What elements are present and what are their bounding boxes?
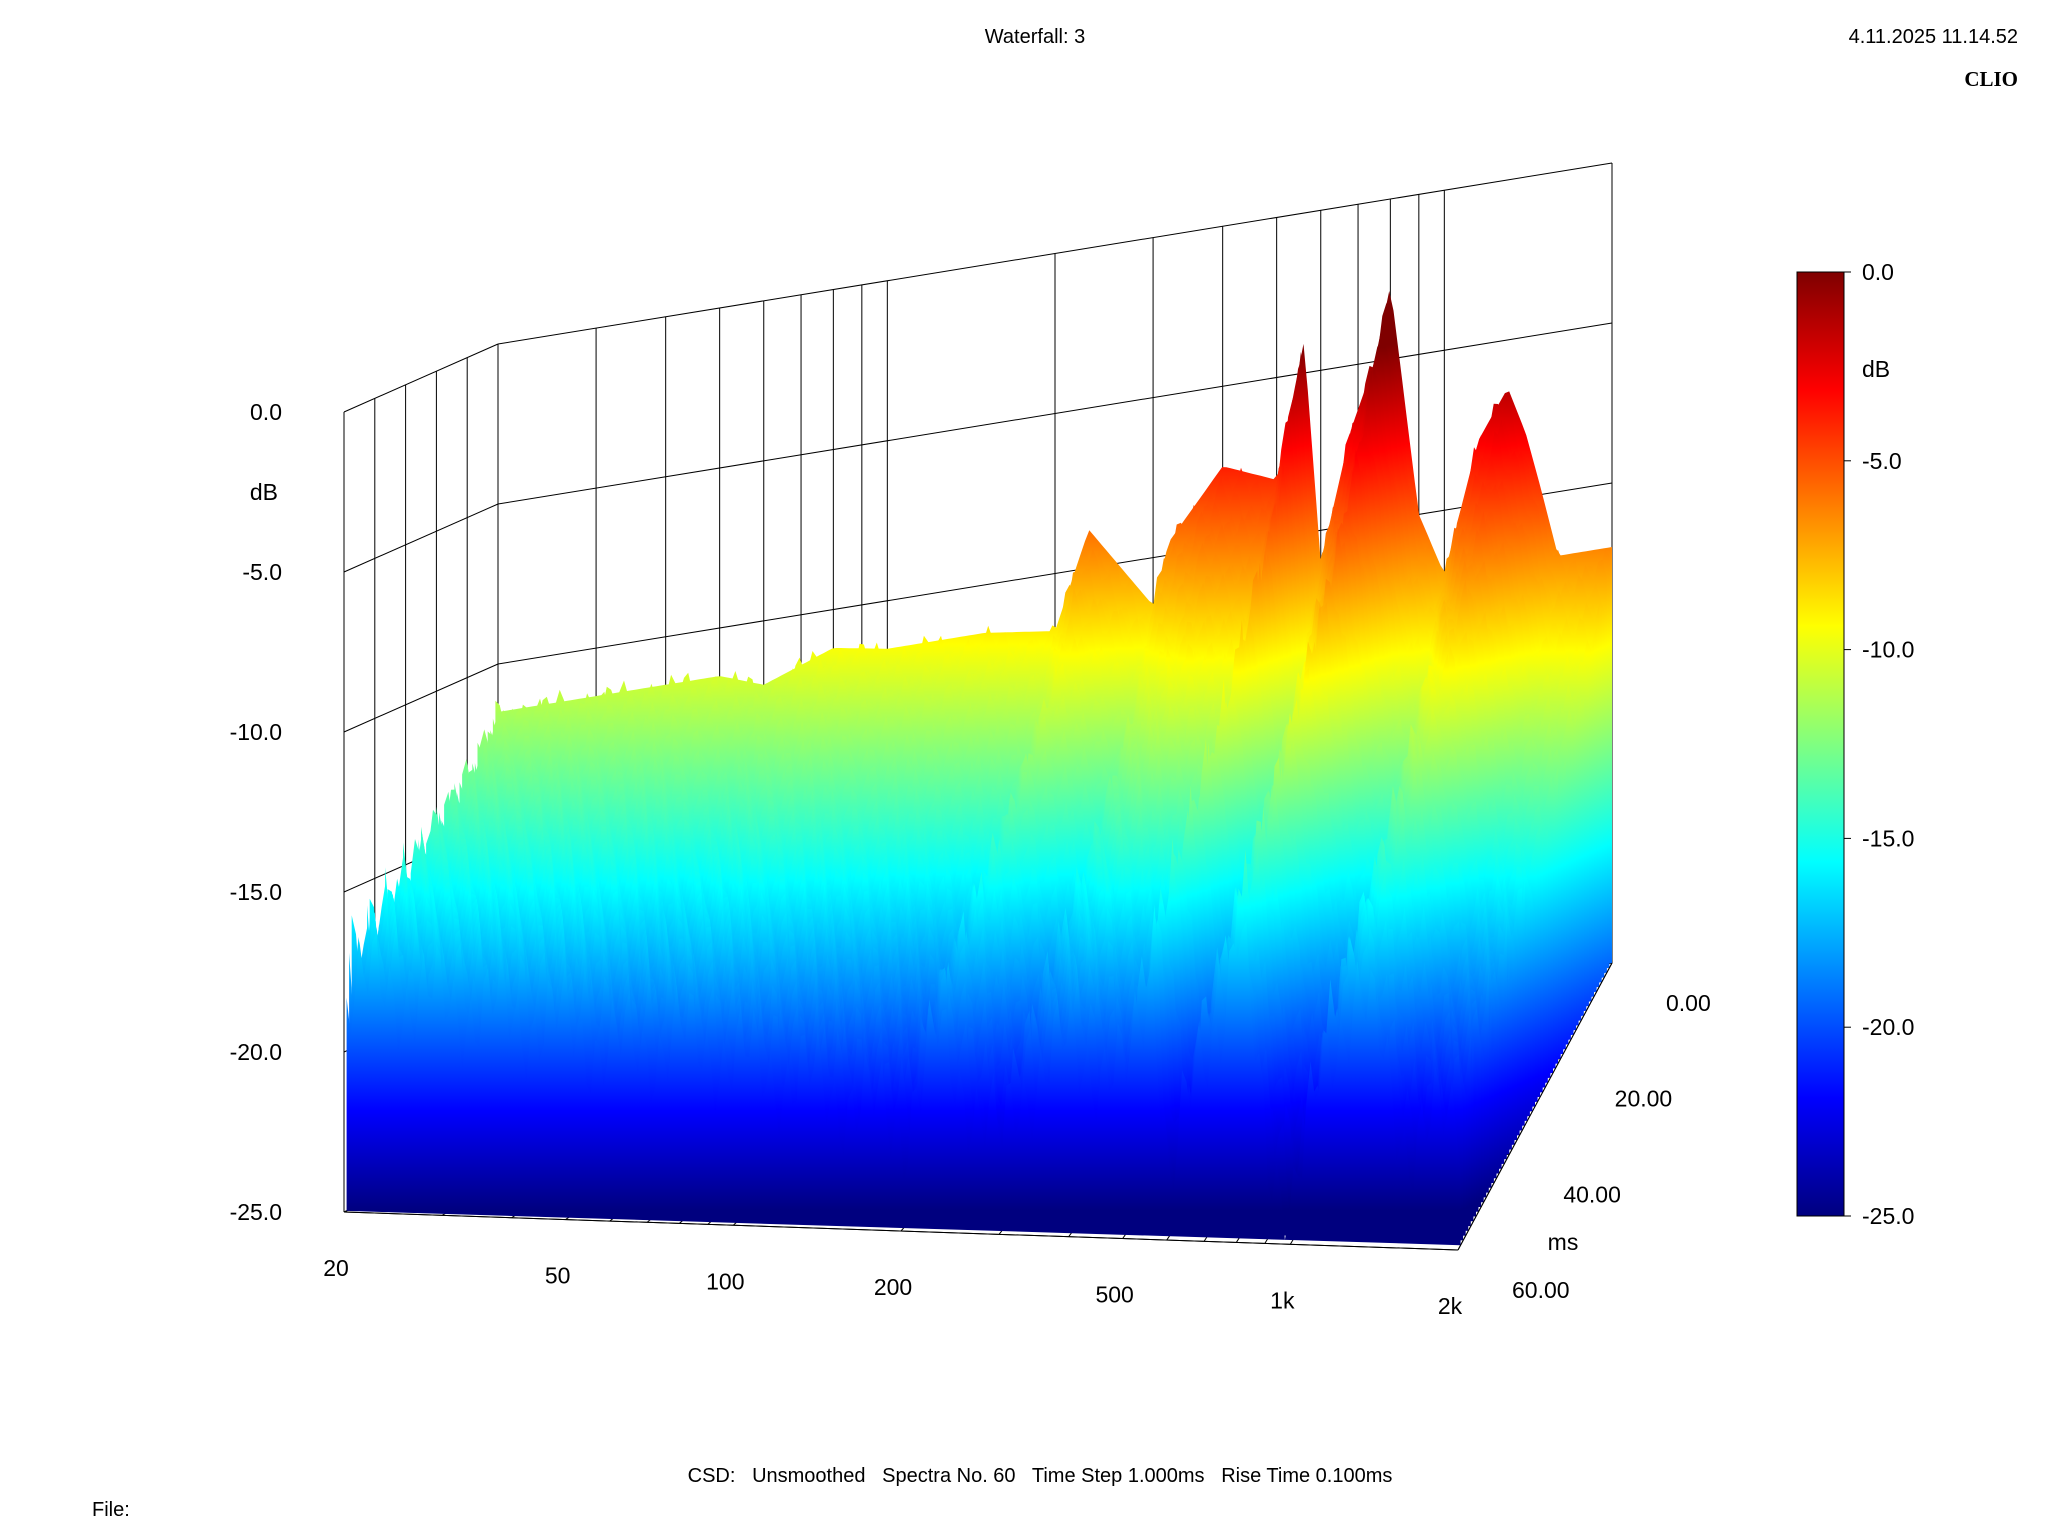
y-tick-label: 0.0 bbox=[250, 399, 282, 425]
side-wall-gridline bbox=[343, 503, 499, 573]
file-label: File: bbox=[92, 1499, 130, 1521]
x-tick-label: 2k bbox=[1438, 1293, 1463, 1319]
brand-logo-text: CLIO bbox=[1964, 67, 2018, 91]
chart-title: Waterfall: 3 bbox=[985, 26, 1085, 48]
y-unit-label: dB bbox=[250, 479, 278, 505]
front-frame bbox=[343, 962, 1613, 1251]
front-floor-edge bbox=[343, 1211, 1459, 1251]
axis-labels: 0.0 -5.0 -10.0 -15.0 -20.0 -25.0 dB 20 50 100 200 5… bbox=[230, 399, 1711, 1319]
time-tick-label: 20.00 bbox=[1615, 1086, 1673, 1112]
x-tick-label: 1k bbox=[1270, 1287, 1295, 1313]
colorbar-tick-label: -5.0 bbox=[1862, 448, 1902, 474]
time-unit-label: ms bbox=[1548, 1229, 1579, 1255]
side-wall-gridline bbox=[343, 343, 499, 413]
x-tick-label: 500 bbox=[1095, 1282, 1133, 1308]
time-tick-label: 0.00 bbox=[1666, 990, 1711, 1016]
colorbar-ticks: 0.0 -5.0 -10.0 -15.0 -20.0 -25.0 dB bbox=[1844, 259, 1914, 1229]
side-wall-gridline bbox=[343, 663, 499, 733]
x-tick-label: 200 bbox=[874, 1274, 912, 1300]
colorbar-tick-label: -10.0 bbox=[1862, 637, 1914, 663]
x-tick-label: 50 bbox=[545, 1263, 571, 1289]
colorbar-unit-label: dB bbox=[1862, 356, 1890, 382]
colorbar-tick-label: 0.0 bbox=[1862, 259, 1894, 285]
y-tick-label: -5.0 bbox=[242, 559, 282, 585]
time-tick-label: 40.00 bbox=[1563, 1181, 1621, 1207]
y-tick-label: -25.0 bbox=[230, 1199, 282, 1225]
time-tick-label: 60.00 bbox=[1512, 1277, 1570, 1303]
right-floor-edge bbox=[1457, 962, 1613, 1251]
colorbar-tick-label: -20.0 bbox=[1862, 1014, 1914, 1040]
colorbar-tick-label: -15.0 bbox=[1862, 825, 1914, 851]
y-tick-label: -15.0 bbox=[230, 879, 282, 905]
x-tick-label: 100 bbox=[706, 1268, 744, 1294]
timestamp: 4.11.2025 11.14.52 bbox=[1849, 26, 2018, 48]
y-tick-label: -10.0 bbox=[230, 719, 282, 745]
spectrum-slice bbox=[346, 921, 1461, 1246]
x-tick-label: 20 bbox=[323, 1255, 349, 1281]
colorbar-tick-label: -25.0 bbox=[1862, 1203, 1914, 1229]
colorbar bbox=[1796, 271, 1845, 1217]
csd-parameters: CSD: Unsmoothed Spectra No. 60 Time Step… bbox=[688, 1465, 1393, 1487]
waterfall-surface bbox=[346, 291, 1612, 1246]
y-tick-label: -20.0 bbox=[230, 1039, 282, 1065]
